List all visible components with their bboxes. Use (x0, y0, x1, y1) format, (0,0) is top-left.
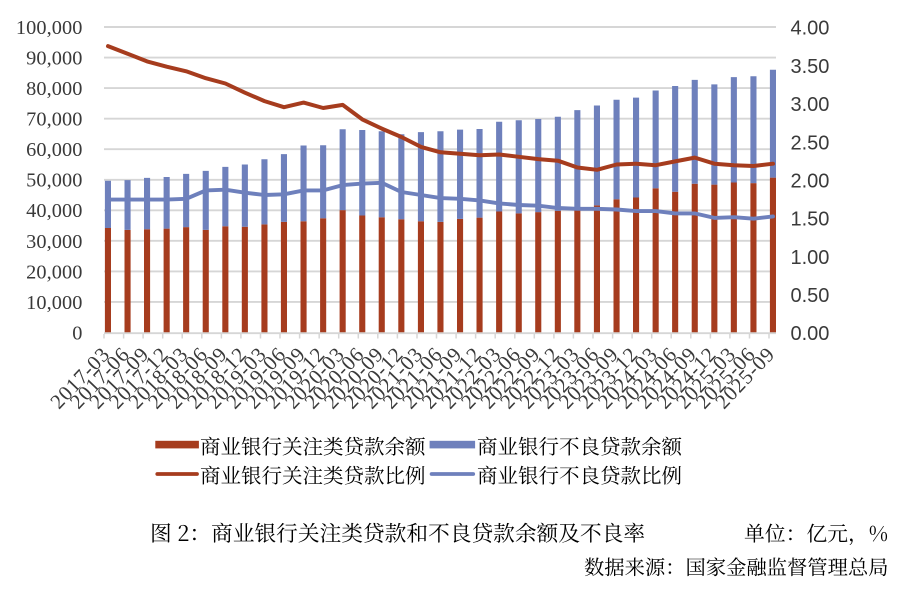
svg-text:4.00: 4.00 (791, 18, 830, 40)
svg-text:0.00: 0.00 (791, 323, 830, 345)
svg-text:80,000: 80,000 (26, 78, 82, 100)
svg-text:40,000: 40,000 (26, 200, 82, 222)
svg-text:10,000: 10,000 (26, 292, 82, 314)
svg-text:100,000: 100,000 (16, 17, 83, 39)
svg-text:20,000: 20,000 (26, 261, 82, 283)
svg-text:60,000: 60,000 (26, 139, 82, 161)
svg-text:0.50: 0.50 (791, 285, 830, 307)
svg-text:70,000: 70,000 (26, 109, 82, 131)
svg-text:2.00: 2.00 (791, 170, 830, 192)
svg-text:2.50: 2.50 (791, 132, 830, 154)
svg-text:1.50: 1.50 (791, 209, 830, 231)
svg-text:50,000: 50,000 (26, 170, 82, 192)
svg-text:0: 0 (72, 322, 82, 344)
svg-text:3.00: 3.00 (791, 94, 830, 116)
svg-text:90,000: 90,000 (26, 48, 82, 70)
svg-text:3.50: 3.50 (791, 56, 830, 78)
svg-text:1.00: 1.00 (791, 247, 830, 269)
svg-text:30,000: 30,000 (26, 231, 82, 253)
